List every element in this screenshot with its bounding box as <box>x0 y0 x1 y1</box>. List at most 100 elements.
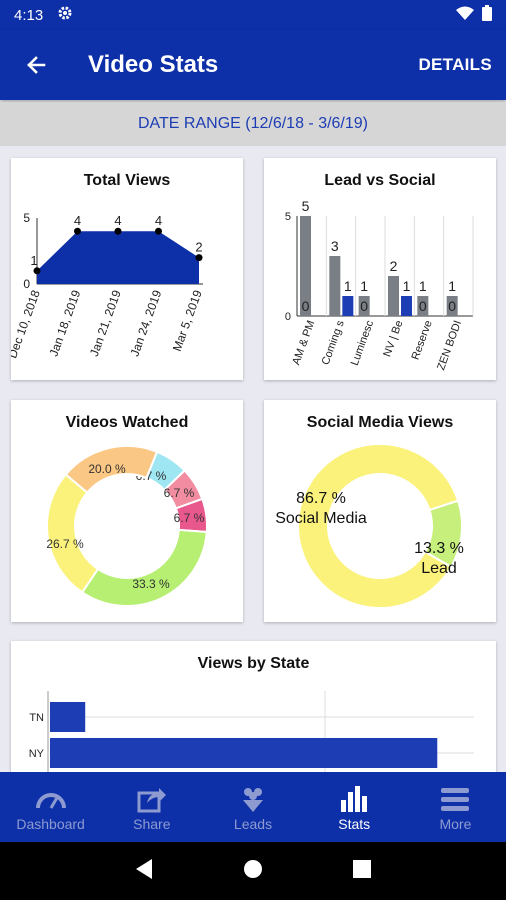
data-label: 2 <box>195 240 202 255</box>
x-tick-label: Dec 10, 2018 <box>11 288 43 360</box>
bar <box>417 296 429 316</box>
data-point <box>33 267 41 275</box>
videos-watched-chart: 6.7 %6.7 %6.7 %33.3 %26.7 %20.0 % <box>46 445 208 607</box>
battery-icon <box>482 5 492 25</box>
system-navigation-bar <box>0 842 506 900</box>
bar-chart-icon <box>339 782 369 816</box>
nav-label: More <box>439 816 472 832</box>
card-title: Videos Watched <box>65 414 189 431</box>
y-tick-label: 5 <box>285 211 291 223</box>
y-tick-label: NY <box>29 748 45 760</box>
x-tick-label: Coming s <box>320 318 347 366</box>
data-label: 4 <box>114 213 121 228</box>
y-tick-label: 0 <box>23 277 30 291</box>
gauge-icon <box>34 782 68 816</box>
date-range-selector[interactable]: DATE RANGE (12/6/18 - 3/6/19) <box>0 102 506 146</box>
x-tick-label: AM & PM <box>290 319 317 367</box>
x-tick-label: NV | Be <box>381 319 405 359</box>
share-icon <box>137 782 167 816</box>
back-triangle-icon[interactable] <box>134 858 154 885</box>
bar <box>300 216 311 316</box>
videos-watched-card: Videos Watched 6.7 % 6.7 % 6.7 % 33.3 % 26.7… <box>11 400 243 622</box>
total-views-chart: 5 01 Dec 10, 2018 4 Jan 18, 2019 4 Jan 21, 201… <box>11 211 205 360</box>
slice-label: 6.7 % <box>164 486 195 500</box>
nav-share[interactable]: Share <box>101 772 202 842</box>
status-time: 4:13 <box>14 6 44 24</box>
data-point <box>74 227 81 235</box>
y-tick-label: 0 <box>285 311 291 323</box>
total-views-card: Total Views 5 0 1 Dec 10, 2018 4 Jan 18, 2019… <box>11 158 243 380</box>
nav-label: Dashboard <box>16 816 85 832</box>
settings-gear-icon <box>57 5 73 25</box>
data-label: 1 <box>30 253 37 268</box>
details-button[interactable]: DETAILS <box>418 55 492 74</box>
nav-stats[interactable]: Stats <box>304 772 405 842</box>
wifi-icon <box>456 6 474 24</box>
slice-label: 26.7 % <box>46 537 84 551</box>
data-label: 4 <box>155 213 162 228</box>
social-media-views-chart: 13.3 % Lead 86.7 % Social Media <box>275 443 464 609</box>
home-circle-icon[interactable] <box>242 858 264 885</box>
nav-leads[interactable]: Leads <box>202 772 303 842</box>
leads-icon <box>238 782 268 816</box>
bar <box>329 256 341 316</box>
pie-slice <box>80 528 208 607</box>
menu-icon <box>440 782 470 816</box>
slice-name: Social Media <box>275 510 367 527</box>
data-point <box>114 227 122 235</box>
data-label: 4 <box>74 213 81 228</box>
data-label: 0 <box>302 298 310 314</box>
nav-label: Stats <box>338 816 371 832</box>
data-point <box>195 254 203 262</box>
pie-slice <box>64 445 159 494</box>
bar <box>358 296 370 316</box>
x-tick-label: Luminesc <box>349 318 377 367</box>
data-label: 0 <box>360 298 368 314</box>
y-tick-label: 5 <box>23 211 30 225</box>
card-title: Lead vs Social <box>324 172 436 189</box>
bar <box>50 738 438 768</box>
card-title: Total Views <box>83 172 171 189</box>
data-label: 1 <box>344 278 352 294</box>
slice-label: 86.7 % <box>296 490 346 507</box>
page-title: Video Stats <box>88 51 219 78</box>
status-bar: 4:13 <box>0 0 506 30</box>
data-label: 0 <box>419 298 427 314</box>
area-series <box>37 231 199 284</box>
nav-more[interactable]: More <box>405 772 506 842</box>
data-label: 1 <box>403 278 411 294</box>
x-tick-label: Jan 24, 2019 <box>127 288 164 358</box>
slice-label: 6.7 % <box>174 511 205 525</box>
nav-label: Share <box>133 816 171 832</box>
lead-vs-social-card: Lead vs Social 5 0 5 0 AM & PM 3 1 Coming s 1 0 Lu… <box>264 158 496 380</box>
x-tick-label: Jan 21, 2019 <box>87 288 124 358</box>
app-bar: Video Stats DETAILS <box>0 30 506 100</box>
bar <box>401 296 412 316</box>
slice-label: 33.3 % <box>132 577 170 591</box>
nav-dashboard[interactable]: Dashboard <box>0 772 101 842</box>
slice-label: 20.0 % <box>88 462 126 476</box>
pie-slice <box>297 443 460 609</box>
card-title: Views by State <box>197 655 310 672</box>
x-tick-label: Reserve <box>410 319 435 362</box>
views-by-state-chart: TN NY <box>29 691 474 801</box>
data-label: 1 <box>360 278 368 294</box>
y-tick-label: TN <box>29 712 44 724</box>
bar <box>50 702 86 732</box>
back-arrow-icon[interactable] <box>6 35 66 95</box>
x-tick-label: Mar 5, 2019 <box>170 288 205 353</box>
card-title: Social Media Views <box>306 414 454 431</box>
bar <box>388 276 399 316</box>
nav-label: Leads <box>233 816 273 832</box>
data-label: 0 <box>448 298 456 314</box>
slice-name: Lead <box>421 560 457 577</box>
data-label: 1 <box>419 278 427 294</box>
data-label: 2 <box>390 258 398 274</box>
bar <box>342 296 354 316</box>
data-label: 3 <box>331 238 339 254</box>
recents-square-icon[interactable] <box>352 859 372 884</box>
x-tick-label: Jan 18, 2019 <box>46 288 83 358</box>
data-label: 1 <box>448 278 456 294</box>
data-label: 5 <box>302 198 310 214</box>
